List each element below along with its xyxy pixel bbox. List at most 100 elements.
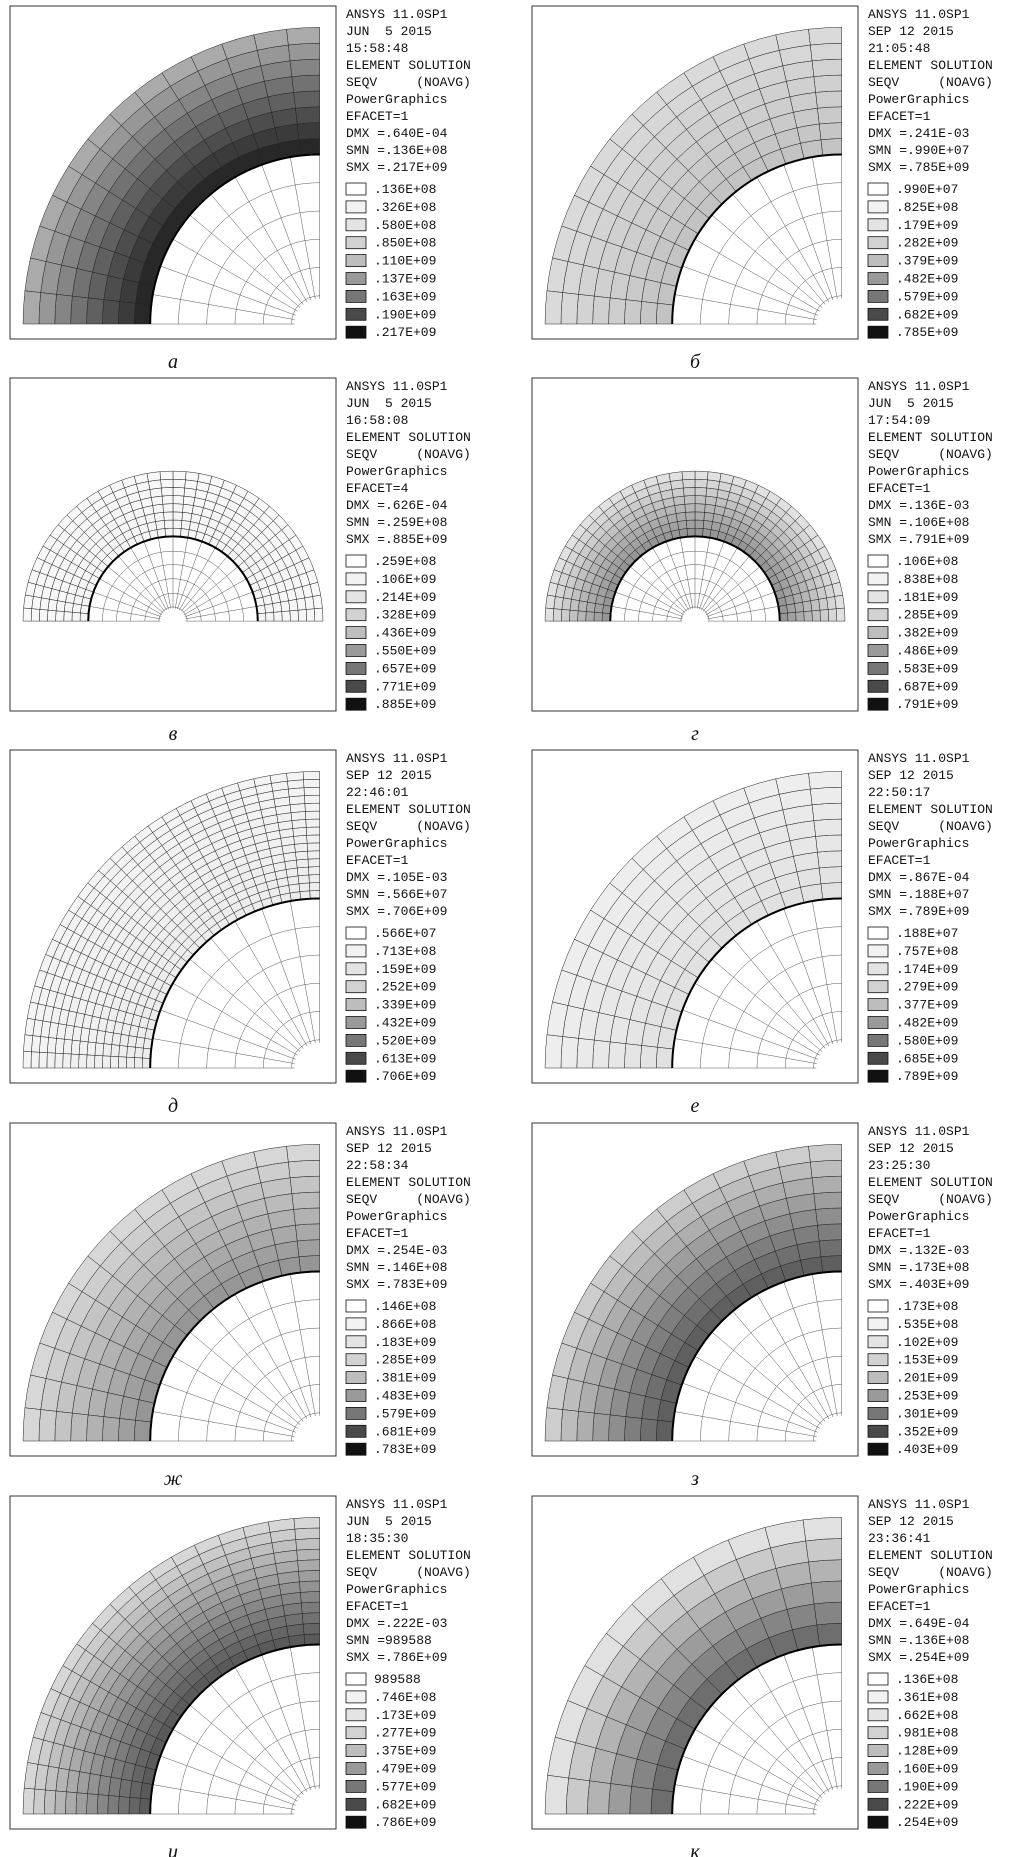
mesh-cell — [307, 843, 320, 851]
header-line: SEQV (NOAVG) — [346, 819, 471, 834]
header-line: SEP 12 2015 — [868, 1141, 954, 1156]
mesh-cell — [95, 1055, 103, 1068]
mesh-cell — [39, 1037, 48, 1053]
mesh — [545, 771, 842, 1068]
legend-label: .106E+08 — [896, 554, 958, 569]
header-line: SMX =.791E+09 — [868, 532, 969, 547]
legend-label: .285E+09 — [374, 1353, 436, 1368]
legend-swatch — [346, 999, 366, 1011]
caption: ж — [164, 1468, 183, 1490]
mesh-cell — [103, 300, 120, 324]
header-line: DMX =.241E-03 — [868, 126, 969, 141]
header-line: DMX =.626E-04 — [346, 498, 448, 513]
mesh-cell — [828, 609, 837, 621]
legend-swatch — [868, 963, 888, 975]
mesh-cell — [129, 1797, 140, 1814]
header-line: DMX =.640E-04 — [346, 126, 448, 141]
mesh-cell — [79, 1055, 87, 1069]
header-line: SMN =.106E+08 — [868, 515, 969, 530]
legend-swatch — [346, 1691, 366, 1703]
legend-label: 989588 — [374, 1672, 421, 1687]
mesh-cell — [296, 859, 308, 868]
caption: е — [691, 1095, 700, 1117]
legend-swatch — [346, 290, 366, 302]
mesh-cell — [87, 1794, 98, 1814]
mesh-cell — [163, 512, 173, 521]
mesh-cell — [282, 611, 291, 621]
mesh-cell — [302, 1613, 320, 1624]
legend-swatch — [346, 963, 366, 975]
legend-label: .159E+09 — [374, 962, 436, 977]
mesh-cell — [97, 1795, 108, 1814]
header-line: SEP 12 2015 — [346, 1141, 432, 1156]
mesh-cell — [820, 609, 829, 621]
mesh-cell — [39, 293, 57, 324]
mesh-cell — [577, 1038, 594, 1068]
mesh-cell — [305, 803, 320, 811]
panel: ANSYS 11.0SP1SEP 12 201522:58:34ELEMENT … — [10, 1123, 471, 1490]
legend-label: .990E+07 — [896, 182, 958, 197]
mesh-cell — [299, 883, 310, 892]
legend-label: .173E+08 — [896, 1299, 958, 1314]
legend-label: .381E+09 — [374, 1371, 436, 1386]
header-line: ANSYS 11.0SP1 — [868, 1124, 970, 1139]
legend-swatch — [868, 680, 888, 692]
legend-label: .885E+09 — [374, 697, 436, 712]
legend-label: .566E+07 — [374, 926, 436, 941]
mesh-cell — [704, 512, 714, 521]
legend-label: .850E+08 — [374, 236, 436, 251]
panel: ANSYS 11.0SP1JUN 5 201516:58:08ELEMENT S… — [10, 378, 471, 745]
header-line: PowerGraphics — [868, 464, 969, 479]
header-line: SEQV (NOAVG) — [346, 75, 471, 90]
legend-swatch — [868, 1780, 888, 1792]
mesh-cell — [294, 843, 307, 852]
header-line: PowerGraphics — [346, 836, 447, 851]
mesh-cell — [297, 1240, 320, 1257]
mesh-cell — [290, 1176, 320, 1193]
legend-label: .179E+09 — [896, 218, 958, 233]
header-line: SMX =.706E+09 — [346, 904, 447, 919]
mesh-cell — [292, 1192, 320, 1209]
mesh-cell — [561, 293, 579, 324]
mesh-cell — [87, 1042, 96, 1055]
mesh-cell — [703, 520, 712, 529]
mesh-cell — [118, 301, 135, 324]
header-line: SEQV (NOAVG) — [868, 1192, 993, 1207]
legend-label: .785E+09 — [896, 325, 958, 340]
header-line: SEQV (NOAVG) — [868, 75, 993, 90]
header-line: EFACET=1 — [868, 481, 931, 496]
header-line: SEQV (NOAVG) — [868, 1565, 993, 1580]
mesh-cell — [587, 1781, 610, 1814]
legend-swatch — [346, 1390, 366, 1402]
legend-label: .190E+09 — [896, 1779, 958, 1794]
mesh-cell — [294, 1208, 320, 1225]
mesh-cell — [561, 1410, 579, 1441]
legend-label: .106E+09 — [374, 572, 436, 587]
mesh-cell — [609, 298, 626, 324]
mesh-cell — [288, 788, 304, 797]
header-line: EFACET=1 — [868, 1226, 931, 1241]
mesh-cell — [640, 1418, 657, 1441]
mesh-cell — [546, 595, 556, 609]
legend-swatch — [868, 1816, 888, 1828]
mesh-cell — [804, 611, 813, 621]
mesh-cell — [686, 520, 695, 529]
legend-swatch — [346, 1780, 366, 1792]
mesh-cell — [64, 602, 73, 612]
mesh-cell — [23, 1408, 41, 1441]
mesh-cell — [44, 1790, 56, 1814]
legend-swatch — [346, 326, 366, 338]
mesh-cell — [118, 1796, 129, 1814]
mesh-cell — [819, 123, 842, 140]
legend-label: .188E+07 — [896, 926, 958, 941]
mesh-cell — [309, 875, 320, 883]
mesh-cell — [71, 1054, 79, 1068]
mesh-cell — [281, 601, 290, 612]
mesh-cell — [110, 1056, 118, 1068]
mesh-cell — [297, 1549, 320, 1561]
legend-swatch — [346, 1709, 366, 1721]
header-line: JUN 5 2015 — [346, 24, 432, 39]
mesh-cell — [134, 1058, 142, 1068]
header-line: PowerGraphics — [868, 836, 969, 851]
